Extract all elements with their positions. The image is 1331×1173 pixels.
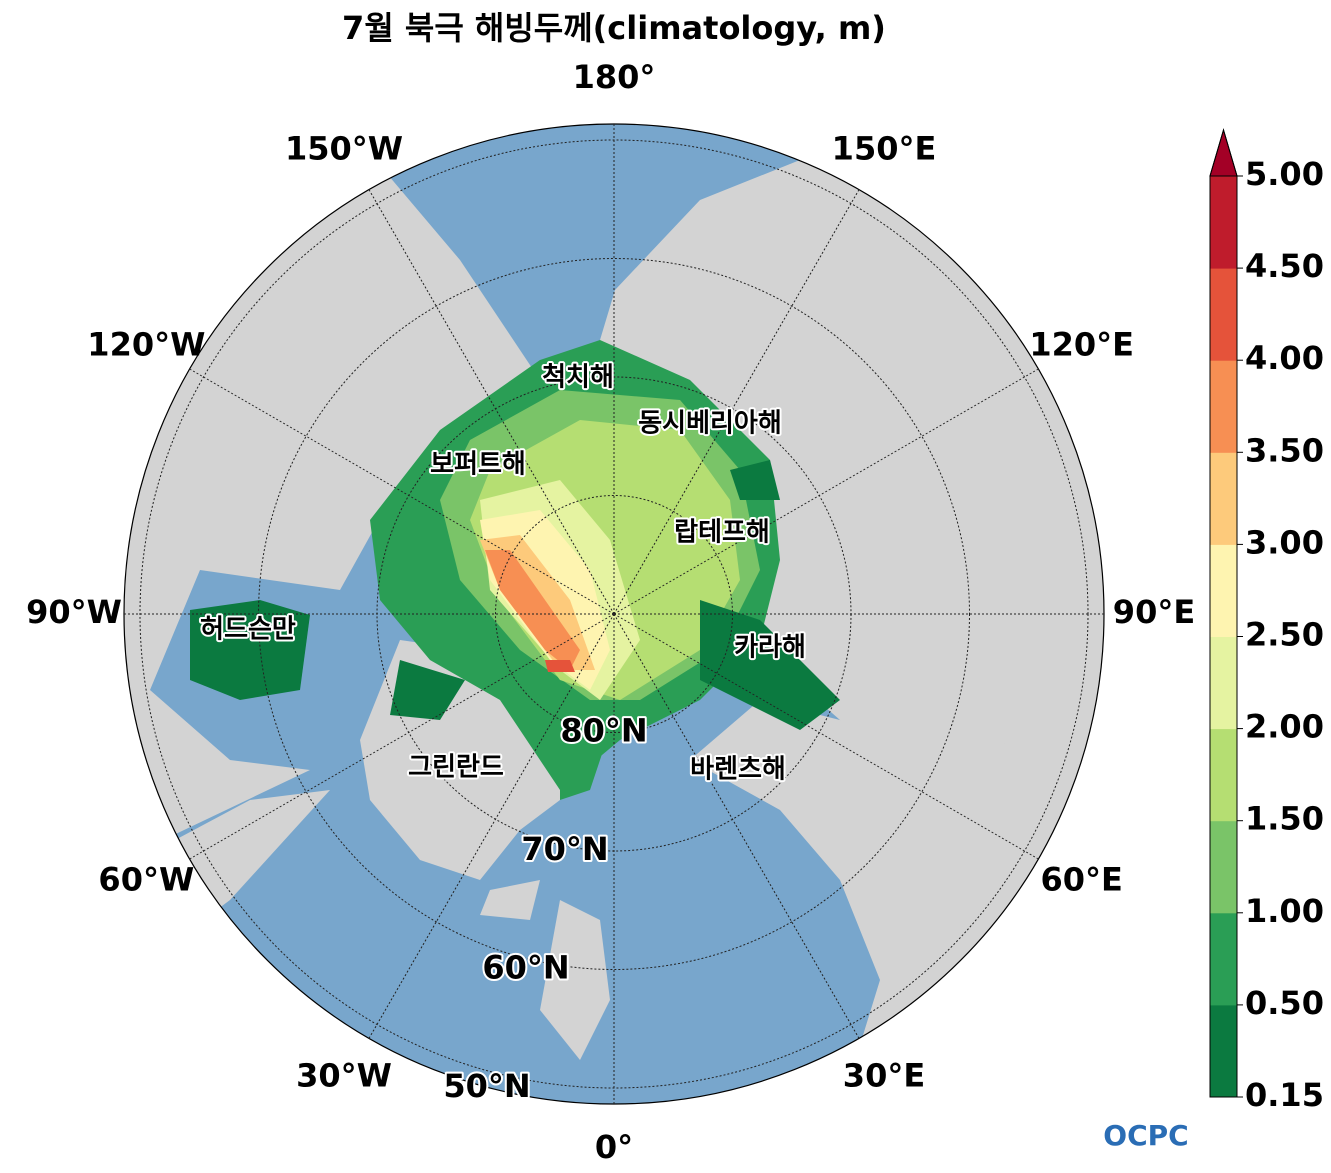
region-label: 동시베리아해 [638,409,782,439]
parallel [258,258,970,970]
colorbar-tick-label: 0.50 [1245,984,1324,1022]
longitude-label: 30°E [843,1056,925,1094]
colorbar-tick-label: 5.00 [1245,155,1324,193]
colorbar-segment [1210,1004,1237,1098]
longitude-label: 120°W [87,326,205,364]
longitude-label: 60°E [1040,861,1122,899]
colorbar-segment [1210,912,1237,1006]
longitude-label: 0° [595,1128,633,1166]
parallel [376,376,852,852]
colorbar-tick-label: 2.00 [1245,708,1324,746]
region-label: 보퍼트해 [430,450,526,480]
colorbar-segment [1210,544,1237,637]
logo: OCPC [1103,1119,1188,1152]
colorbar-segment [1210,268,1237,361]
colorbar-tick-label: 4.50 [1245,247,1324,285]
latitude-label: 50°N [443,1067,530,1105]
colorbar-segment [1210,452,1237,545]
colorbar-tick-label: 2.50 [1245,616,1324,654]
meridian [613,613,1039,860]
colorbar-tick-label: 3.50 [1245,431,1324,469]
longitude-label: 90°E [1113,593,1195,631]
parallel [495,495,733,733]
region-label: 그린란드 [408,753,504,783]
map [124,124,1104,1104]
colorbar-tick-label: 4.00 [1245,339,1324,377]
longitude-label: 90°W [26,593,122,631]
meridian [613,613,860,1039]
colorbar-segment [1210,176,1237,269]
meridian [189,613,615,860]
longitude-label: 150°E [832,130,937,168]
longitude-label: 180° [573,58,656,96]
colorbar-segment [1210,728,1237,822]
longitude-label: 60°W [98,861,194,899]
colorbar-tick-label: 1.50 [1245,800,1324,838]
longitude-label: 150°W [285,130,403,168]
longitude-label: 30°W [296,1056,392,1094]
meridian [189,368,615,615]
colorbar-outline [1209,128,1238,1098]
region-label: 바렌츠해 [690,755,786,785]
colorbar-segment [1210,360,1237,453]
meridian [368,613,615,1039]
region-label: 랍테프해 [674,518,770,548]
colorbar-segment [1210,820,1237,914]
chart-title: 7월 북극 해빙두께(climatology, m) [342,9,886,47]
colorbar-extend [1209,128,1238,177]
latitude-label: 70°N [521,830,608,868]
latitude-label: 60°N [482,949,569,987]
colorbar-tick-label: 3.00 [1245,523,1324,561]
colorbar-segment [1210,636,1237,730]
region-label: 카라해 [734,633,806,663]
latitude-label: 80°N [560,712,647,750]
sea-ice [190,340,840,800]
colorbar-tick-label: 0.15 [1245,1076,1324,1114]
region-label: 허드슨만 [200,615,296,645]
colorbar-tick-label: 1.00 [1245,892,1324,930]
longitude-label: 120°E [1029,326,1134,364]
meridian [368,189,615,615]
meridian [613,189,860,615]
region-label: 척치해 [542,363,614,393]
parallel [139,139,1089,1089]
meridian [613,368,1039,615]
